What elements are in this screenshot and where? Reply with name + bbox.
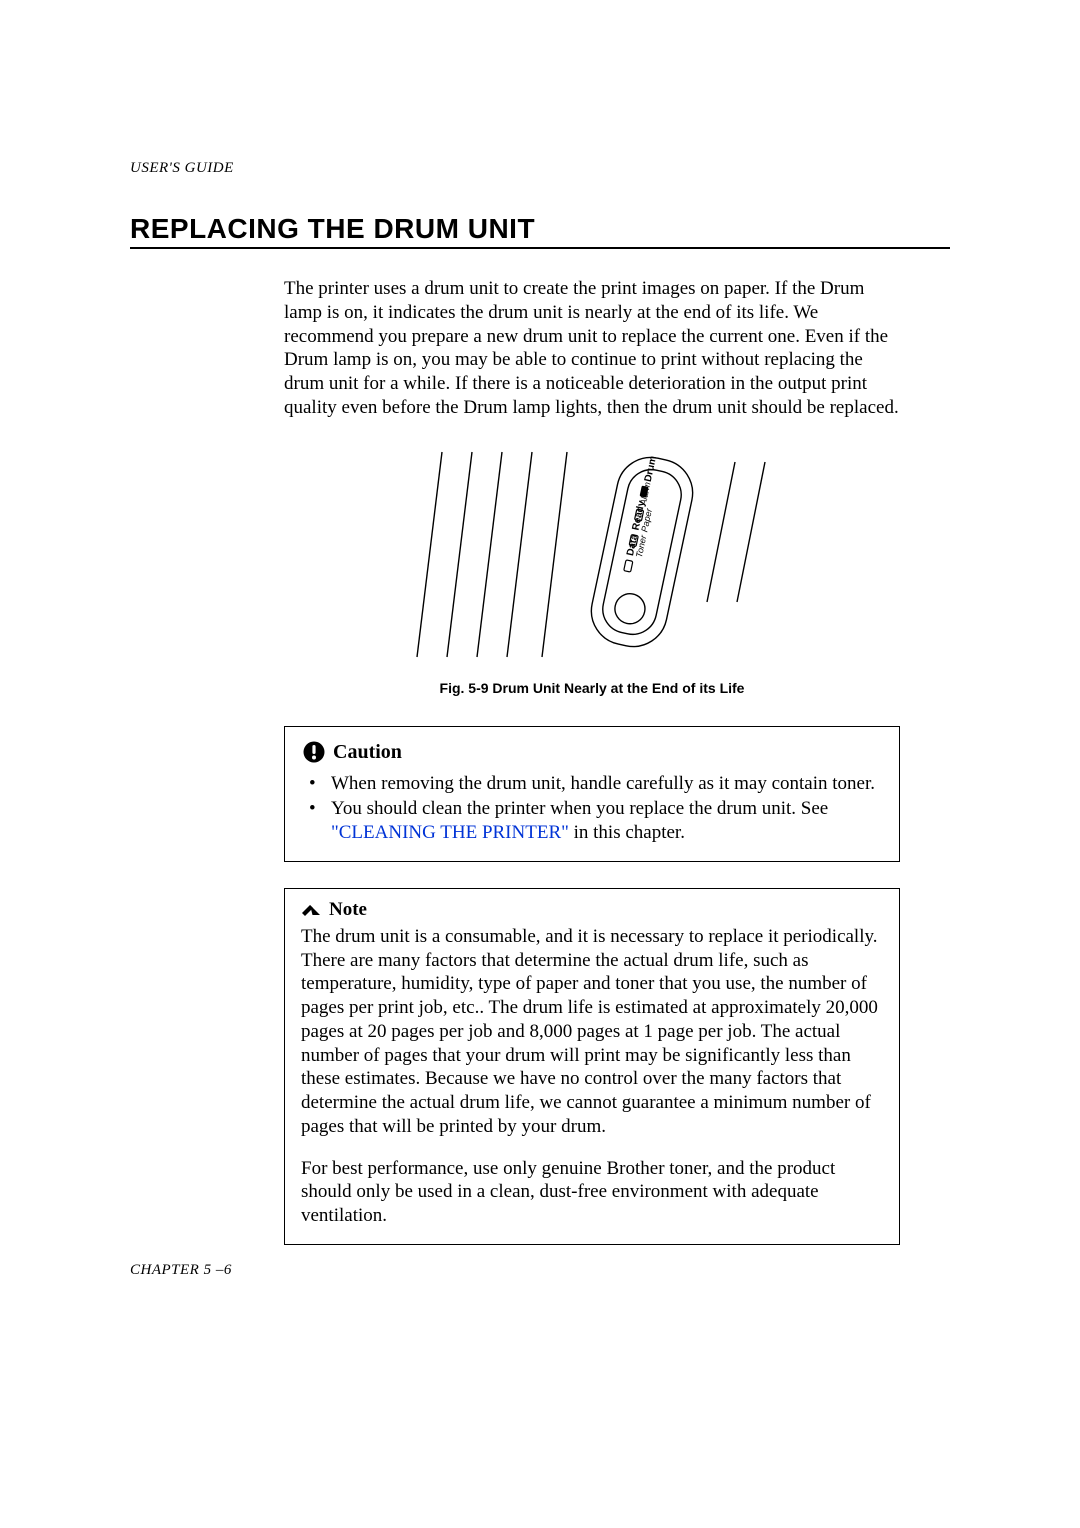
figure-caption: Fig. 5-9 Drum Unit Nearly at the End of …: [440, 680, 745, 696]
page-footer: CHAPTER 5 –6: [130, 1262, 232, 1279]
caution-item-1: When removing the drum unit, handle care…: [303, 772, 881, 796]
note-icon: [301, 903, 321, 917]
printer-panel-diagram: Drum Alarm Ready Paper Data Toner: [407, 442, 777, 662]
caution-icon: [303, 741, 325, 763]
section-title: REPLACING THE DRUM UNIT: [130, 213, 950, 249]
caution-item-2-text: You should clean the printer when you re…: [331, 798, 828, 819]
figure-drum-panel: Drum Alarm Ready Paper Data Toner: [284, 442, 900, 696]
note-paragraph-2: For best performance, use only genuine B…: [301, 1157, 883, 1228]
note-paragraph-1: The drum unit is a consumable, and it is…: [301, 925, 883, 1139]
caution-title: Caution: [333, 741, 402, 764]
intro-paragraph: The printer uses a drum unit to create t…: [284, 277, 900, 420]
note-box: Note The drum unit is a consumable, and …: [284, 888, 900, 1245]
caution-item-2-suffix: in this chapter.: [569, 822, 685, 843]
cleaning-printer-link[interactable]: "CLEANING THE PRINTER": [331, 822, 569, 843]
caution-item-2: You should clean the printer when you re…: [303, 797, 881, 845]
caution-box: Caution When removing the drum unit, han…: [284, 726, 900, 862]
note-title: Note: [329, 899, 367, 921]
running-header: USER'S GUIDE: [130, 160, 950, 177]
